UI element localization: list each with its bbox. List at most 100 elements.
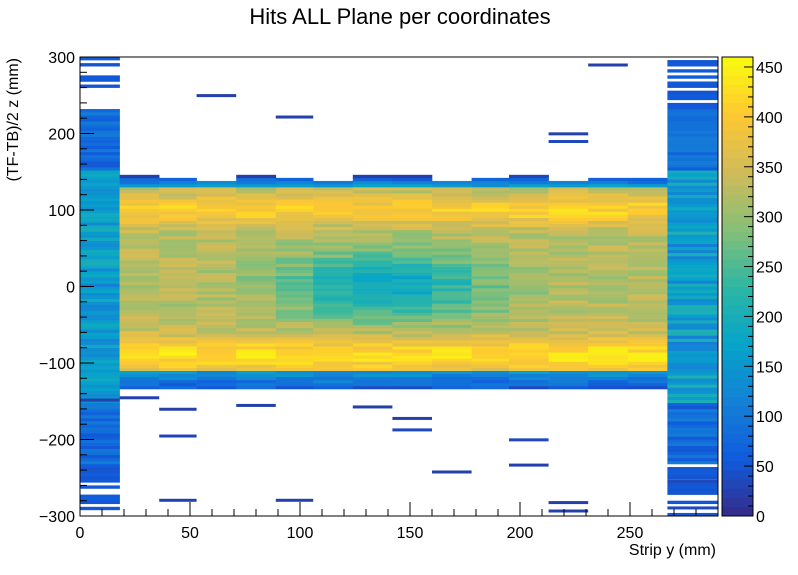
heatmap-cell (80, 506, 120, 511)
heatmap-cell (471, 180, 510, 185)
heatmap-cell (667, 482, 719, 486)
heatmap-cell (352, 257, 393, 261)
heatmap-cell (432, 382, 472, 387)
heatmap-cell (471, 333, 510, 338)
heatmap-cell (275, 303, 314, 307)
heatmap-cell (119, 248, 160, 252)
heatmap-cell (119, 254, 160, 258)
heatmap-cell (80, 136, 120, 140)
heatmap-cell (392, 343, 433, 347)
heatmap-cell (119, 226, 160, 231)
heatmap-cell (509, 177, 549, 182)
heatmap-cell (432, 242, 472, 246)
heatmap-cell (236, 248, 277, 252)
heatmap-cell (432, 318, 472, 322)
sparse-bin (548, 132, 589, 136)
color-band (722, 460, 753, 471)
heatmap-cell (159, 358, 197, 362)
heatmap-cell (80, 292, 120, 296)
heatmap-cell (275, 385, 314, 390)
heatmap-cell (80, 372, 120, 376)
heatmap-cell (509, 269, 549, 274)
heatmap-cell (352, 321, 393, 326)
heatmap-cell (196, 183, 237, 188)
heatmap-cell (196, 236, 237, 240)
heatmap-cell (196, 385, 237, 390)
heatmap-cell (159, 309, 197, 313)
heatmap-cell (509, 315, 549, 319)
heatmap-cell (119, 340, 160, 344)
heatmap-cell (159, 211, 197, 215)
heatmap-cell (313, 196, 354, 200)
heatmap-cell (627, 281, 668, 286)
heatmap-cell (432, 223, 472, 228)
heatmap-cell (392, 260, 433, 264)
heatmap-cell (471, 220, 510, 225)
heatmap-cell (119, 266, 160, 270)
heatmap-cell (80, 332, 120, 336)
heatmap-cell (236, 364, 277, 368)
heatmap-cell (392, 373, 433, 378)
sparse-bin (392, 428, 432, 432)
heatmap-cell (275, 321, 314, 326)
heatmap-cell (119, 370, 160, 375)
heatmap-cell (667, 75, 719, 79)
heatmap-cell (313, 309, 354, 313)
heatmap-cell (275, 324, 314, 329)
heatmap-cell (80, 206, 120, 211)
heatmap-cell (432, 284, 472, 289)
heatmap-cell (80, 130, 120, 134)
heatmap-cell (275, 239, 314, 243)
heatmap-cell (627, 180, 668, 185)
heatmap-cell (236, 177, 277, 182)
heatmap-cell (667, 194, 719, 199)
heatmap-cell (352, 183, 393, 188)
heatmap-cell (275, 260, 314, 264)
heatmap-cell (352, 352, 393, 356)
heatmap-cell (627, 275, 668, 280)
heatmap-cell (80, 249, 120, 254)
heatmap-cell (80, 329, 120, 333)
heatmap-cell (80, 173, 120, 177)
heatmap-cell (509, 196, 549, 200)
heatmap-cell (548, 288, 589, 292)
heatmap-cell (119, 208, 160, 212)
heatmap-cell (392, 278, 433, 283)
heatmap-cell (588, 266, 629, 270)
heatmap-cell (392, 379, 433, 384)
heatmap-cell (275, 330, 314, 335)
heatmap-cell (432, 309, 472, 313)
heatmap-cell (80, 442, 120, 446)
heatmap-cell (236, 312, 277, 316)
heatmap-cell (80, 359, 120, 364)
heatmap-cell (159, 352, 197, 356)
heatmap-cell (196, 312, 237, 316)
heatmap-cell (80, 402, 120, 407)
heatmap-cell (432, 236, 472, 240)
heatmap-cell (509, 352, 549, 356)
heatmap-cell (80, 170, 120, 174)
color-band (722, 130, 753, 141)
heatmap-cell (548, 190, 589, 194)
heatmap-cell (627, 229, 668, 234)
heatmap-cell (352, 315, 393, 319)
heatmap-cell (80, 139, 120, 143)
heatmap-cell (667, 289, 719, 293)
heatmap-cell (392, 370, 433, 375)
heatmap-cell (588, 376, 629, 381)
heatmap-cell (80, 323, 120, 327)
heatmap-cell (471, 284, 510, 289)
heatmap-cell (471, 272, 510, 277)
heatmap-cell (667, 222, 719, 226)
heatmap-cell (196, 370, 237, 375)
heatmap-cell (352, 263, 393, 267)
heatmap-cell (667, 460, 719, 465)
heatmap-cell (196, 263, 237, 267)
heatmap-cell (159, 260, 197, 264)
heatmap-cell (236, 269, 277, 274)
x-tick-label: 50 (181, 525, 199, 542)
heatmap-cell (471, 303, 510, 307)
heatmap-cell (275, 254, 314, 258)
color-band (722, 66, 753, 76)
heatmap-cell (80, 390, 120, 394)
